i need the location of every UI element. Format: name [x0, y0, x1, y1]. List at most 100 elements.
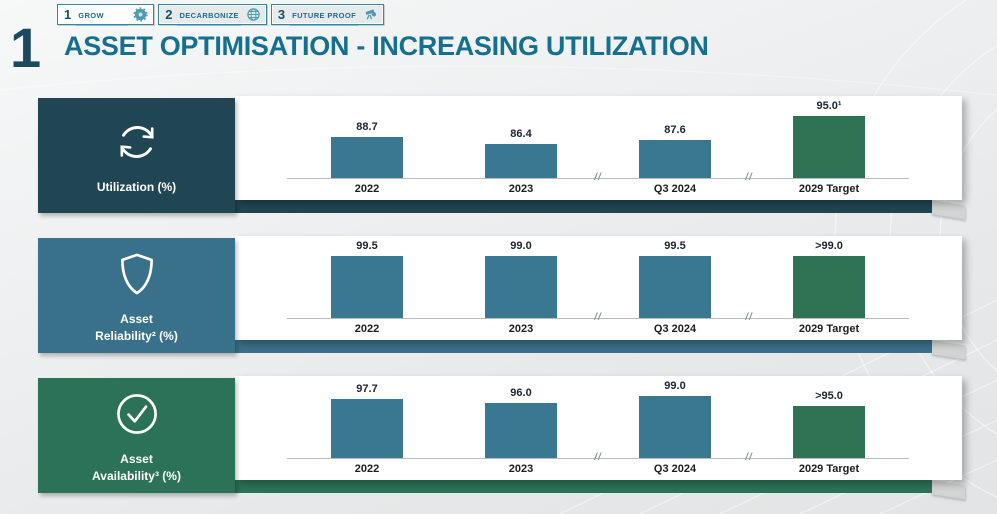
bar-value-label: 88.7 — [356, 121, 378, 133]
tab-decarbonize[interactable]: 2 DECARBONIZE — [158, 4, 267, 26]
bar-2029-target — [793, 406, 865, 458]
metric-row-availability: Asset Availability³ (%) 97.7 96.0 99.0 >… — [38, 376, 965, 500]
metric-label-box-reliability: Asset Reliability² (%) — [38, 238, 235, 353]
metric-label-line1: Asset — [120, 312, 153, 327]
bar-column: 99.0 — [598, 376, 752, 458]
bar-column: 97.7 — [290, 376, 444, 458]
section-number: 1 — [10, 16, 41, 79]
bar-value-label: 99.5 — [664, 240, 686, 252]
bar-value-label: 99.0 — [664, 380, 686, 392]
x-axis-labels: 2022 2023 Q3 2024 2029 Target — [290, 323, 906, 335]
bar-column: >99.0 — [752, 236, 906, 318]
bar-2029-target — [793, 256, 865, 318]
bars-utilization: 88.7 86.4 87.6 95.0¹ — [290, 96, 906, 178]
bar-2022 — [331, 399, 403, 458]
row-ribbon — [228, 480, 932, 493]
ribbon-fold — [931, 200, 965, 220]
axis-break: // — [594, 311, 602, 323]
bar-q3-2024 — [639, 256, 711, 318]
x-tick-label: Q3 2024 — [653, 463, 697, 475]
tab-grow[interactable]: 1 GROW — [57, 4, 155, 26]
metric-label-box-availability: Asset Availability³ (%) — [38, 378, 235, 493]
x-tick-label: 2022 — [354, 323, 380, 335]
bar-2029-target — [793, 116, 865, 178]
bar-value-label: 87.6 — [664, 124, 686, 136]
row-ribbon — [228, 200, 932, 213]
x-tick-label: 2023 — [508, 183, 534, 195]
metric-label-line2: Reliability² (%) — [95, 328, 178, 343]
bar-column: 99.5 — [290, 236, 444, 318]
shield-icon — [120, 253, 153, 295]
tab-grow-number: 1 — [64, 7, 72, 22]
globe-icon — [247, 8, 260, 21]
bar-2023 — [485, 256, 557, 318]
tab-decarbonize-number: 2 — [165, 7, 173, 22]
axis-break: // — [745, 451, 753, 463]
bar-2023 — [485, 144, 557, 178]
page-title: ASSET OPTIMISATION - INCREASING UTILIZAT… — [64, 31, 709, 61]
x-tick-label: 2023 — [508, 463, 534, 475]
bar-value-label: 96.0 — [510, 387, 532, 399]
tab-grow-label-wrap: GROW — [76, 4, 129, 26]
tab-future-proof-label: FUTURE PROOF — [292, 10, 357, 20]
x-tick-label: Q3 2024 — [653, 183, 697, 195]
bar-column: >95.0 — [752, 376, 906, 458]
ribbon-fold — [931, 480, 965, 500]
tab-decarbonize-label: DECARBONIZE — [179, 10, 239, 20]
bar-2023 — [485, 403, 557, 458]
bar-column: 99.0 — [444, 236, 598, 318]
bar-2022 — [331, 256, 403, 318]
metric-label: Asset Availability³ (%) — [92, 451, 181, 483]
x-axis-labels: 2022 2023 Q3 2024 2029 Target — [290, 183, 906, 195]
chart-panel-reliability: 99.5 99.0 99.5 >99.0 // // 2022 2023 Q3 … — [235, 236, 962, 340]
tab-decarbonize-label-wrap: DECARBONIZE — [177, 4, 241, 26]
bar-value-label: 99.0 — [510, 240, 532, 252]
axis-break: // — [745, 311, 753, 323]
ribbon-fold — [931, 340, 965, 360]
x-tick-label: 2022 — [354, 183, 380, 195]
metric-label: Asset Reliability² (%) — [95, 311, 178, 343]
x-tick-label: 2029 Target — [798, 463, 860, 475]
bar-value-label: >99.0 — [815, 240, 843, 252]
axis-break: // — [745, 171, 753, 183]
metric-row-utilization: Utilization (%) 88.7 86.4 87.6 95.0¹ // — [38, 96, 965, 220]
bar-q3-2024 — [639, 396, 711, 458]
bar-column: 96.0 — [444, 376, 598, 458]
tab-grow-label: GROW — [78, 10, 104, 20]
bar-value-label: 86.4 — [510, 128, 532, 140]
axis-break: // — [594, 451, 602, 463]
bar-column: 88.7 — [290, 96, 444, 178]
bar-column: 99.5 — [598, 236, 752, 318]
bar-column: 87.6 — [598, 96, 752, 178]
chart-panel-utilization: 88.7 86.4 87.6 95.0¹ // // 2022 2023 Q3 … — [235, 96, 962, 200]
bar-column: 95.0¹ — [752, 96, 906, 178]
check-circle-icon — [116, 394, 157, 435]
chart-panel-availability: 97.7 96.0 99.0 >95.0 // // 2022 2023 Q3 … — [235, 376, 962, 480]
metric-label-line2: Availability³ (%) — [92, 468, 181, 483]
bar-value-label: >95.0 — [815, 390, 843, 402]
metric-label: Utilization (%) — [97, 179, 176, 195]
gear-icon — [133, 7, 148, 22]
metric-label-line1: Utilization (%) — [96, 180, 177, 195]
bar-q3-2024 — [639, 140, 711, 178]
phase-tabs: 1 GROW 2 DECARBONIZE 3 FUTURE PROOF — [57, 4, 385, 26]
metric-label-box-utilization: Utilization (%) — [38, 98, 235, 213]
x-tick-label: Q3 2024 — [653, 323, 697, 335]
axis-break: // — [594, 171, 602, 183]
x-axis-labels: 2022 2023 Q3 2024 2029 Target — [290, 463, 906, 475]
tab-future-proof[interactable]: 3 FUTURE PROOF — [270, 4, 385, 26]
bar-column: 86.4 — [444, 96, 598, 178]
bar-2022 — [331, 137, 403, 178]
bar-value-label: 99.5 — [356, 240, 378, 252]
x-tick-label: 2029 Target — [798, 183, 860, 195]
x-tick-label: 2023 — [508, 323, 534, 335]
metric-label-line1: Asset — [120, 452, 153, 467]
bars-reliability: 99.5 99.0 99.5 >99.0 — [290, 236, 906, 318]
sync-icon — [119, 126, 154, 159]
bar-value-label: 97.7 — [356, 383, 378, 395]
x-tick-label: 2022 — [354, 463, 380, 475]
bar-value-label: 95.0¹ — [816, 100, 842, 112]
metric-row-reliability: Asset Reliability² (%) 99.5 99.0 99.5 >9… — [38, 236, 965, 360]
x-axis-line — [287, 178, 909, 179]
x-tick-label: 2029 Target — [798, 323, 860, 335]
